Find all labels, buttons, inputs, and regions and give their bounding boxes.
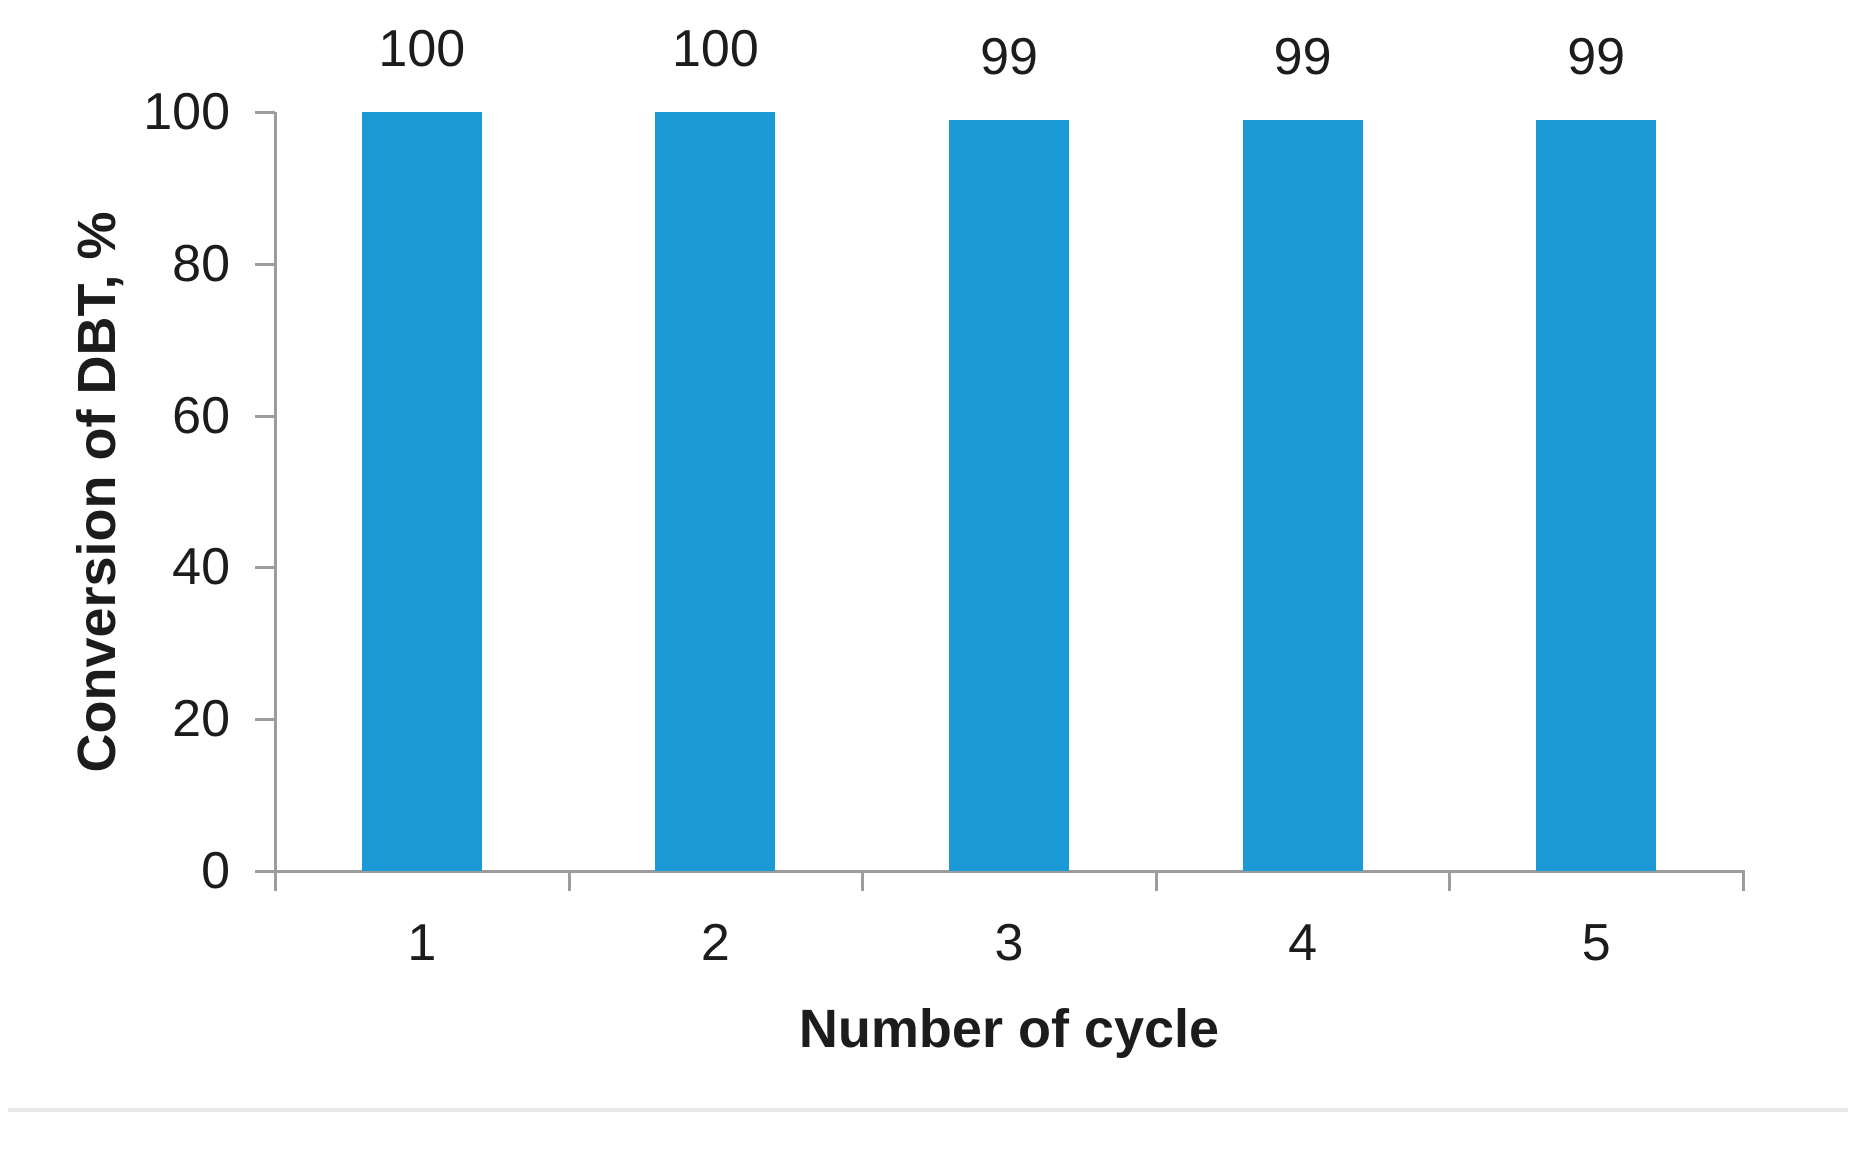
y-tick-mark [255,111,275,114]
bar-value-label: 100 [378,20,466,78]
bar-value-label: 99 [1273,27,1332,86]
x-category-label: 1 [407,914,437,972]
y-axis-title: Conversion of DBT, % [67,210,127,773]
y-tick-mark [255,718,275,722]
x-tick-mark [1154,871,1158,891]
x-category-label: 5 [1581,914,1611,972]
bar-cycle-5 [1536,119,1657,871]
y-tick-label: 100 [143,83,230,141]
x-category-label: 4 [1288,914,1318,972]
bar-value-label: 100 [672,20,759,78]
bar-cycle-1 [361,112,482,871]
bar-cycle-3 [949,119,1069,871]
y-tick-mark [255,566,275,570]
y-tick-label: 0 [201,842,230,900]
y-axis-line [274,112,277,891]
y-tick-label: 60 [172,386,230,445]
bar-cycle-2 [655,112,776,871]
x-axis-line [255,870,1745,873]
bar-value-label: 99 [1567,27,1626,86]
x-tick-mark [567,871,571,891]
x-tick-mark [1448,871,1452,891]
bar-cycle-4 [1242,119,1363,871]
x-axis-title: Number of cycle [798,999,1220,1059]
bottom-separator-line [8,1108,1848,1112]
x-category-label: 3 [994,914,1024,972]
y-tick-label: 20 [172,690,230,749]
x-category-label: 2 [700,914,730,972]
y-tick-label: 80 [172,234,230,293]
x-tick-mark [861,871,865,891]
y-tick-mark [255,414,275,418]
y-tick-label: 40 [172,538,230,597]
bar-value-label: 99 [980,27,1038,86]
x-tick-mark [1742,871,1745,891]
y-tick-mark [255,870,275,873]
y-tick-mark [255,262,275,266]
